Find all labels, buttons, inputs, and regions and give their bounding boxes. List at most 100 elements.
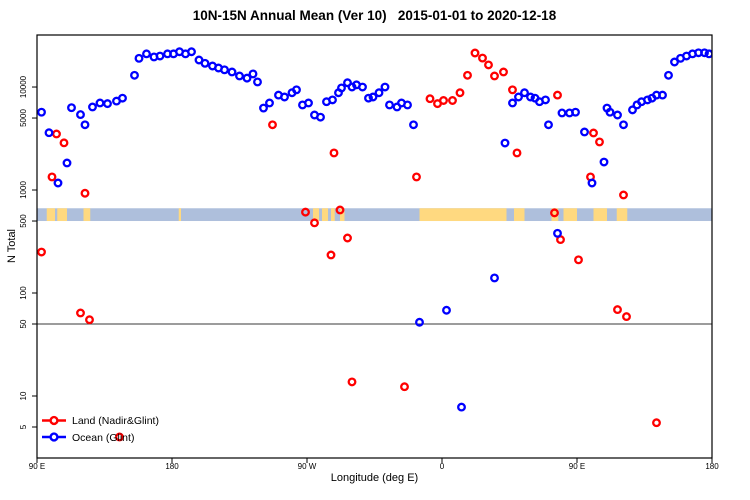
data-point-ocean: [130, 70, 139, 80]
map-strip-land-patch: [46, 208, 55, 222]
data-point-land: [439, 96, 448, 105]
data-point-land: [425, 94, 435, 104]
data-point-ocean: [580, 127, 589, 137]
data-point-land: [115, 432, 124, 442]
data-point-ocean: [253, 77, 262, 87]
map-strip-land-patch: [593, 208, 607, 222]
x-tick-label: 180: [705, 462, 719, 471]
data-point-land: [76, 308, 85, 318]
map-strip-land-patch: [313, 208, 319, 222]
legend-label-ocean: Ocean (Glint): [72, 431, 135, 444]
map-strip-land-patch: [563, 208, 577, 222]
data-point-ocean: [557, 108, 567, 118]
data-point-ocean: [520, 88, 529, 98]
axes: [32, 34, 713, 463]
data-point-land: [343, 233, 352, 243]
data-point-ocean: [613, 110, 622, 120]
data-point-land: [463, 70, 472, 80]
data-point-land: [37, 247, 46, 257]
data-point-ocean: [457, 402, 466, 412]
data-point-ocean: [200, 58, 210, 68]
plot-border: [36, 34, 713, 459]
data-point-ocean: [628, 105, 637, 115]
map-strip-land-patch: [83, 208, 91, 222]
data-point-ocean: [704, 49, 712, 59]
legend-symbol-circle: [49, 415, 59, 426]
legend-symbol-circle: [49, 432, 59, 442]
data-point-ocean: [670, 57, 679, 67]
data-point-land: [574, 255, 583, 265]
plot-area: [37, 47, 712, 442]
data-point-ocean: [658, 90, 667, 100]
x-tick-label: 180: [165, 462, 179, 471]
x-tick-label: 90 E: [28, 462, 46, 471]
data-point-land: [512, 148, 522, 158]
data-point-land: [652, 418, 661, 428]
data-point-ocean: [53, 178, 63, 188]
data-point-ocean: [358, 82, 367, 92]
data-point-ocean: [514, 92, 523, 102]
data-point-land: [455, 88, 465, 98]
map-strip-ocean: [37, 208, 712, 222]
data-point-land: [268, 120, 277, 130]
data-point-ocean: [248, 69, 258, 79]
map-strip-land-patch: [322, 208, 328, 222]
legend-item-land: Land (Nadir&Glint): [72, 413, 159, 430]
data-point-ocean: [142, 49, 151, 59]
x-tick-label: 0: [439, 462, 445, 471]
data-point-land: [553, 90, 562, 100]
data-point-ocean: [643, 95, 652, 105]
map-strip-land-patch: [419, 208, 507, 222]
data-point-ocean: [409, 120, 418, 130]
data-point-ocean: [62, 158, 72, 168]
data-point-ocean: [80, 120, 90, 130]
data-point-land: [301, 207, 310, 217]
data-point-ocean: [619, 120, 628, 130]
legend: Land (Nadir&Glint) Ocean (Glint): [72, 413, 159, 446]
data-point-land: [619, 190, 628, 200]
data-point-ocean: [544, 120, 553, 130]
map-strip-land-patch: [331, 208, 335, 222]
data-point-ocean: [508, 98, 517, 108]
data-point-ocean: [95, 98, 105, 108]
data-point-land: [326, 250, 336, 260]
data-point-land: [550, 208, 559, 218]
y-tick-label: 1000: [19, 181, 28, 199]
data-point-ocean: [235, 71, 244, 81]
data-point-ocean: [571, 107, 580, 117]
data-point-ocean: [490, 273, 499, 283]
data-point-ocean: [280, 92, 289, 102]
data-point-ocean: [526, 92, 535, 102]
data-point-ocean: [664, 70, 673, 80]
y-axis-label: N Total: [6, 228, 18, 264]
data-point-ocean: [415, 317, 424, 327]
data-point-land: [490, 71, 499, 81]
data-point-ocean: [76, 110, 85, 120]
data-point-ocean: [155, 51, 165, 61]
data-point-ocean: [37, 107, 46, 117]
data-point-ocean: [316, 112, 325, 122]
data-point-ocean: [442, 305, 451, 315]
data-point-ocean: [67, 103, 76, 113]
data-point-ocean: [118, 93, 127, 103]
data-point-ocean: [403, 100, 412, 110]
data-point-ocean: [587, 178, 597, 188]
data-point-land: [347, 377, 357, 387]
data-point-ocean: [500, 138, 510, 148]
data-point-land: [589, 128, 598, 138]
y-tick-label: 100: [19, 286, 28, 300]
data-point-land: [478, 53, 487, 63]
data-point-land: [400, 382, 409, 392]
data-point-ocean: [380, 82, 390, 92]
data-point-land: [59, 138, 69, 148]
data-point-ocean: [553, 228, 562, 238]
data-point-ocean: [242, 73, 252, 83]
map-strip-land-patch: [340, 208, 345, 222]
y-tick-label: 10000: [19, 75, 28, 99]
x-axis-label: Longitude (deg E): [330, 472, 419, 484]
data-point-ocean: [227, 67, 237, 77]
map-strip-land-patch: [57, 208, 67, 222]
data-point-land: [448, 96, 457, 105]
